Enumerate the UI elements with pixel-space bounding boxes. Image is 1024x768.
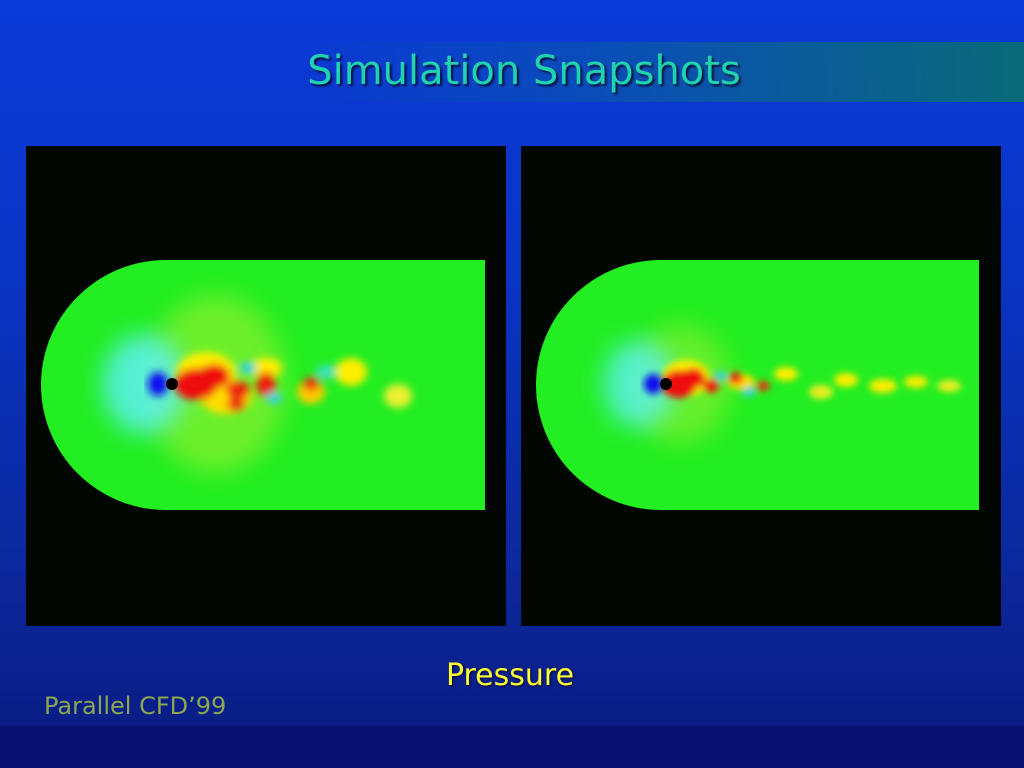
wake-yellow-7	[904, 376, 928, 388]
slide-title: Simulation Snapshots	[307, 48, 741, 94]
simulation-snapshot-right	[521, 146, 1001, 626]
low-pressure-core	[148, 372, 168, 396]
figure-caption: Pressure	[445, 658, 575, 693]
simulation-snapshot-left	[26, 146, 506, 626]
wake-yellow-6	[869, 379, 897, 393]
upstream-low-pressure	[603, 340, 675, 428]
wake-red-6	[258, 372, 274, 384]
pressure-field-left	[41, 260, 485, 510]
pressure-field-right	[536, 260, 979, 510]
wake-red-3	[226, 381, 250, 399]
bottom-bar	[0, 726, 1024, 768]
cylinder-obstacle	[166, 378, 178, 390]
wake-red-5	[227, 397, 245, 411]
wake-red-4	[729, 372, 743, 384]
wake-red-2	[681, 368, 705, 388]
wake-red-3	[703, 379, 719, 393]
wake-red-2	[198, 364, 230, 388]
wake-cyan-1	[715, 371, 727, 381]
wake-yellow-5	[384, 384, 412, 408]
wake-red-5	[756, 381, 770, 391]
wake-cyan-2	[743, 387, 755, 397]
wake-red-7	[303, 377, 319, 391]
wake-yellow-4	[335, 358, 367, 386]
wake-yellow-3	[774, 367, 798, 381]
wake-yellow-3	[250, 358, 282, 378]
wake-yellow-4	[809, 385, 833, 399]
wake-yellow-8	[937, 380, 961, 392]
footer-text: Parallel CFD’99	[44, 692, 227, 720]
wake-cyan-3	[316, 365, 336, 379]
title-band	[300, 42, 1024, 102]
wake-yellow-5	[834, 373, 858, 387]
low-pressure-core	[644, 374, 662, 394]
wake-cyan-1	[240, 362, 256, 374]
cylinder-obstacle	[660, 378, 672, 390]
wake-cyan-2	[266, 392, 282, 404]
upstream-low-pressure	[102, 334, 186, 434]
